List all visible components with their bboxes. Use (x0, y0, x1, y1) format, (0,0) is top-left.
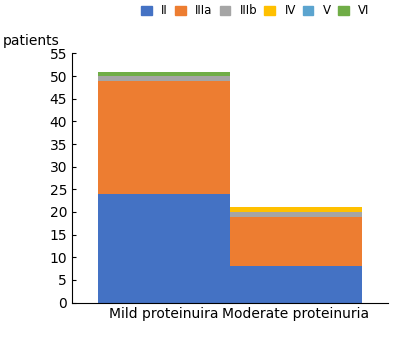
Legend: II, IIIa, IIIb, IV, V, VI: II, IIIa, IIIb, IV, V, VI (141, 5, 370, 17)
Bar (230, 216, 362, 266)
Bar (230, 212, 362, 216)
Bar (98, 80, 230, 194)
Bar (98, 194, 230, 303)
Bar (230, 208, 362, 212)
Bar (98, 76, 230, 80)
Text: patients: patients (2, 35, 59, 48)
Bar (230, 266, 362, 303)
Bar (98, 72, 230, 76)
